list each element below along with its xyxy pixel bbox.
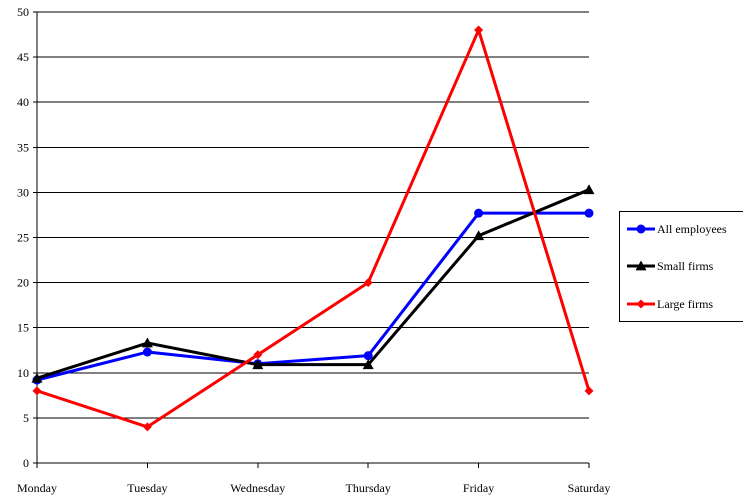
y-tick-label: 30 bbox=[17, 185, 29, 199]
data-point-large-firms bbox=[474, 25, 484, 35]
y-tick-label: 5 bbox=[23, 411, 29, 425]
data-point-large-firms bbox=[363, 278, 373, 288]
y-tick-label: 10 bbox=[17, 366, 29, 380]
data-point-large-firms bbox=[584, 386, 594, 396]
data-point-small-firms bbox=[362, 359, 374, 370]
data-point-small-firms bbox=[252, 359, 264, 370]
gridlines bbox=[37, 11, 589, 419]
legend-label: Large firms bbox=[657, 297, 713, 311]
data-point-small-firms bbox=[473, 230, 485, 241]
legend-item-large-firms: Large firms bbox=[627, 297, 713, 311]
data-point-all-employees bbox=[363, 351, 373, 361]
y-tick-label: 20 bbox=[17, 276, 29, 290]
data-point-small-firms bbox=[31, 372, 43, 383]
series-line-large-firms bbox=[36, 28, 591, 429]
x-tick-label: Monday bbox=[17, 481, 57, 495]
y-tick-label: 50 bbox=[17, 5, 29, 19]
data-point-small-firms bbox=[583, 184, 595, 195]
series-all-employees bbox=[32, 208, 594, 385]
y-tick-label: 40 bbox=[17, 95, 29, 109]
y-tick-label: 45 bbox=[17, 50, 29, 64]
legend-item-all-employees: All employees bbox=[627, 222, 727, 236]
y-tick-labels: 0 5 10 15 20 25 30 35 40 45 50 bbox=[17, 5, 29, 470]
x-tick-label: Tuesday bbox=[127, 481, 167, 495]
data-point-large-firms bbox=[142, 422, 152, 432]
series-line-small-firms bbox=[36, 188, 590, 380]
axes bbox=[33, 11, 590, 468]
legend-label: Small firms bbox=[657, 259, 714, 273]
legend-swatch-marker bbox=[635, 260, 647, 271]
x-tick-label: Saturday bbox=[568, 481, 611, 495]
y-tick-label: 25 bbox=[17, 231, 29, 245]
legend-swatch-marker bbox=[636, 299, 646, 309]
series-group bbox=[31, 25, 595, 432]
y-tick-label: 35 bbox=[17, 140, 29, 154]
series-small-firms bbox=[31, 184, 595, 383]
x-tick-label: Wednesday bbox=[230, 481, 285, 495]
series-line-all-employees bbox=[36, 211, 589, 382]
data-point-all-employees bbox=[584, 208, 594, 218]
data-point-large-firms bbox=[253, 350, 263, 360]
series-large-firms bbox=[32, 25, 594, 432]
data-point-large-firms bbox=[32, 386, 42, 396]
legend: All employees Small firms Large firms bbox=[619, 211, 743, 322]
y-tick-label: 15 bbox=[17, 321, 29, 335]
data-point-all-employees bbox=[142, 347, 152, 357]
legend-item-small-firms: Small firms bbox=[627, 259, 714, 273]
x-tick-label: Thursday bbox=[346, 481, 391, 495]
data-point-small-firms bbox=[141, 337, 153, 348]
data-point-all-employees bbox=[474, 208, 484, 218]
legend-swatch-marker bbox=[636, 224, 646, 234]
legend-label: All employees bbox=[657, 222, 727, 236]
x-tick-label: Friday bbox=[463, 481, 494, 495]
x-tick-labels: Monday Tuesday Wednesday Thursday Friday Satu… bbox=[17, 481, 610, 495]
y-tick-label: 0 bbox=[23, 456, 29, 470]
